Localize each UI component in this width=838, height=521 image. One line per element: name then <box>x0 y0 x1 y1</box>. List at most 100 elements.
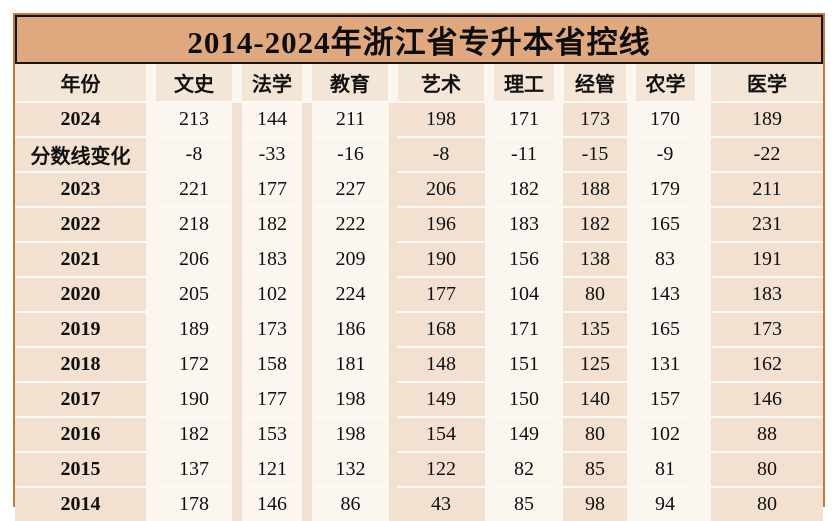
table-row: 2018 172 158 181 148 151 125 131 162 <box>15 346 823 382</box>
value-cell: 83 <box>631 241 711 277</box>
value-cell: 151 <box>489 346 563 382</box>
value-cell: 122 <box>393 451 493 487</box>
value-cell: 149 <box>489 416 563 452</box>
table-header: 年份 文史 法学 教育 艺术 理工 经管 农学 医学 <box>15 64 823 102</box>
table-row: 2015 137 121 132 122 82 85 81 80 <box>15 451 823 487</box>
value-cell: -22 <box>703 136 823 172</box>
table-row: 2021 206 183 209 190 156 138 83 191 <box>15 241 823 277</box>
value-cell: 150 <box>489 381 563 417</box>
value-cell: 211 <box>307 101 397 137</box>
column-header-1: 文史 <box>151 64 242 102</box>
value-cell: 86 <box>307 486 397 521</box>
value-cell: 80 <box>559 276 635 312</box>
value-cell: -8 <box>151 136 242 172</box>
value-cell: 209 <box>307 241 397 277</box>
value-cell: 135 <box>559 311 635 347</box>
row-label: 2015 <box>15 451 156 487</box>
row-label: 2019 <box>15 311 156 347</box>
column-header-3: 教育 <box>307 64 398 102</box>
value-cell: 146 <box>703 381 823 417</box>
value-cell: 85 <box>489 486 563 521</box>
value-cell: 198 <box>393 101 493 137</box>
value-cell: 198 <box>307 416 397 452</box>
value-cell: 171 <box>489 101 563 137</box>
table-row: 2016 182 153 198 154 149 80 102 88 <box>15 416 823 452</box>
value-cell: 144 <box>237 101 312 137</box>
value-cell: 80 <box>559 416 635 452</box>
value-cell: 168 <box>393 311 493 347</box>
value-cell: -15 <box>559 136 635 172</box>
value-cell: 149 <box>393 381 493 417</box>
value-cell: 140 <box>559 381 635 417</box>
value-cell: -8 <box>393 136 493 172</box>
value-cell: 191 <box>703 241 823 277</box>
value-cell: 102 <box>237 276 312 312</box>
value-cell: 81 <box>631 451 711 487</box>
value-cell: -16 <box>307 136 397 172</box>
value-cell: 137 <box>151 451 242 487</box>
header-row: 年份 文史 法学 教育 艺术 理工 经管 农学 医学 <box>15 64 823 102</box>
value-cell: 154 <box>393 416 493 452</box>
value-cell: 190 <box>151 381 242 417</box>
value-cell: 162 <box>703 346 823 382</box>
value-cell: 206 <box>151 241 242 277</box>
row-label: 分数线变化 <box>15 136 156 172</box>
score-table: 年份 文史 法学 教育 艺术 理工 经管 农学 医学 2024 213 144 211 198 171 17… <box>15 64 823 521</box>
value-cell: -9 <box>631 136 711 172</box>
value-cell: 80 <box>703 451 823 487</box>
value-cell: 227 <box>307 171 397 207</box>
value-cell: 190 <box>393 241 493 277</box>
value-cell: 231 <box>703 206 823 242</box>
row-label: 2017 <box>15 381 156 417</box>
value-cell: 182 <box>559 206 635 242</box>
value-cell: 80 <box>703 486 823 521</box>
value-cell: 121 <box>237 451 312 487</box>
value-cell: 148 <box>393 346 493 382</box>
value-cell: 158 <box>237 346 312 382</box>
value-cell: 171 <box>489 311 563 347</box>
value-cell: 183 <box>237 241 312 277</box>
value-cell: 156 <box>489 241 563 277</box>
value-cell: 222 <box>307 206 397 242</box>
row-label: 2021 <box>15 241 156 277</box>
value-cell: 131 <box>631 346 711 382</box>
province-control-line-table: 2014-2024年浙江省专升本省控线 年份 文史 法学 教育 艺术 理工 经管 农学 医学 2… <box>13 13 825 521</box>
table-row: 2022 218 182 222 196 183 182 165 231 <box>15 206 823 242</box>
table-row: 分数线变化 -8 -33 -16 -8 -11 -15 -9 -22 <box>15 136 823 172</box>
value-cell: 173 <box>559 101 635 137</box>
row-label: 2018 <box>15 346 156 382</box>
column-header-6: 经管 <box>559 64 636 102</box>
value-cell: 183 <box>703 276 823 312</box>
table-row: 2020 205 102 224 177 104 80 143 183 <box>15 276 823 312</box>
row-label: 2023 <box>15 171 156 207</box>
value-cell: 177 <box>237 171 312 207</box>
value-cell: 165 <box>631 206 711 242</box>
value-cell: 104 <box>489 276 563 312</box>
row-label: 2024 <box>15 101 156 137</box>
value-cell: 198 <box>307 381 397 417</box>
table-body: 2024 213 144 211 198 171 173 170 189 分数线变化 -8 -33 -1… <box>15 101 823 521</box>
value-cell: 211 <box>703 171 823 207</box>
value-cell: 182 <box>151 416 242 452</box>
value-cell: 153 <box>237 416 312 452</box>
value-cell: 94 <box>631 486 711 521</box>
row-label: 2022 <box>15 206 156 242</box>
value-cell: 132 <box>307 451 397 487</box>
value-cell: 206 <box>393 171 493 207</box>
table-row: 2019 189 173 186 168 171 135 165 173 <box>15 311 823 347</box>
value-cell: 88 <box>703 416 823 452</box>
value-cell: 85 <box>559 451 635 487</box>
value-cell: -33 <box>237 136 312 172</box>
value-cell: 172 <box>151 346 242 382</box>
value-cell: 165 <box>631 311 711 347</box>
value-cell: 181 <box>307 346 397 382</box>
value-cell: 143 <box>631 276 711 312</box>
value-cell: 178 <box>151 486 242 521</box>
row-label: 2016 <box>15 416 156 452</box>
value-cell: 188 <box>559 171 635 207</box>
value-cell: 177 <box>393 276 493 312</box>
value-cell: -11 <box>489 136 563 172</box>
column-header-2: 法学 <box>237 64 312 102</box>
value-cell: 102 <box>631 416 711 452</box>
value-cell: 98 <box>559 486 635 521</box>
